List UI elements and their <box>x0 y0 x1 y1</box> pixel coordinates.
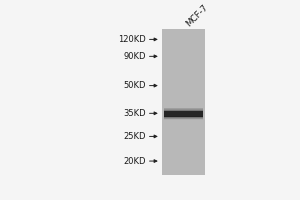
Bar <box>164 118 203 119</box>
Bar <box>162 29 205 175</box>
Bar <box>164 108 203 110</box>
Text: 120KD: 120KD <box>118 35 146 44</box>
Bar <box>164 116 203 118</box>
Bar <box>164 117 203 118</box>
Text: 25KD: 25KD <box>123 132 146 141</box>
Text: MCF-7: MCF-7 <box>184 3 210 29</box>
Bar <box>164 119 203 120</box>
Text: 35KD: 35KD <box>123 109 146 118</box>
Text: 20KD: 20KD <box>123 157 146 166</box>
Bar <box>164 109 203 110</box>
Bar <box>164 108 203 109</box>
Text: 50KD: 50KD <box>123 81 146 90</box>
Bar <box>164 110 203 111</box>
Bar <box>164 118 203 119</box>
Bar <box>164 111 203 117</box>
Text: 90KD: 90KD <box>123 52 146 61</box>
Bar <box>164 110 203 111</box>
